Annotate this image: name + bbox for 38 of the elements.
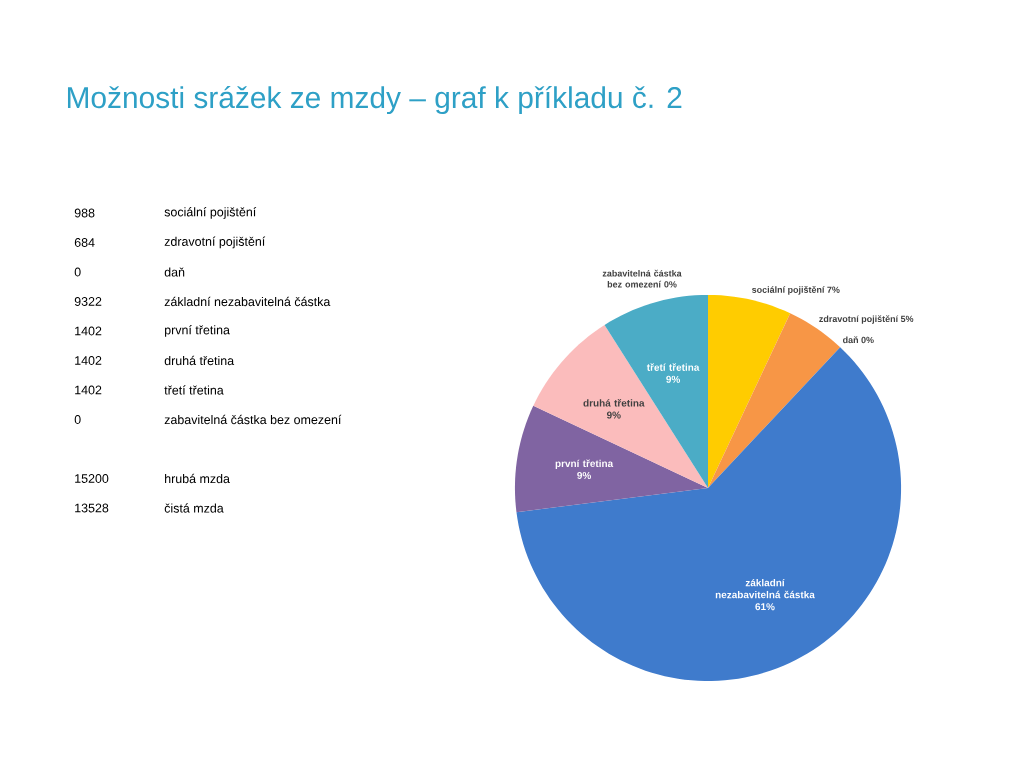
text: sociální pojištění (164, 207, 257, 219)
slice-label: základní nezabavitelná částka (715, 578, 815, 599)
text: 988 (74, 208, 95, 218)
text: zdravotní pojištění (164, 236, 266, 249)
category-label: bez omezení (607, 280, 662, 288)
data-label: 9% (577, 471, 591, 479)
text: 9322 (74, 297, 102, 306)
text: čistá mzda (164, 503, 224, 513)
data-label: 9% (666, 375, 680, 383)
slice-label: druhá třetina (583, 399, 645, 407)
data-label: 61% (755, 603, 775, 611)
slice-label: třetí třetina (646, 363, 700, 371)
text: hrubá mzda (165, 473, 230, 484)
chart-title: Možnosti srážek ze mzdy – graf k příkladu č. 2 (67, 85, 682, 115)
category-label: daň (843, 336, 859, 344)
text: zabavitelná částka bez omezení (164, 414, 342, 425)
text: třetí třetina (164, 385, 224, 395)
text: druhá třetina (164, 355, 235, 366)
slice-label: první třetina (555, 459, 614, 470)
text: 1402 (75, 356, 102, 365)
category-label: zabavitelná částka (602, 269, 682, 277)
text: 1402 (75, 326, 102, 336)
text: 0% (664, 281, 677, 288)
data-label: 9% (606, 411, 621, 419)
slice-label: zdravotní pojištění (819, 315, 899, 324)
text: první třetina (165, 325, 230, 337)
data-label: 5% (900, 315, 914, 323)
text: 1402 (75, 385, 102, 395)
text: základní nezabavitelná částka (164, 296, 331, 307)
text: daň (164, 267, 185, 277)
data-label: 7% (827, 286, 840, 293)
text: 0% (861, 336, 874, 344)
slice-label: sociální pojištění (752, 286, 825, 295)
text: 684 (74, 238, 95, 247)
text: 13528 (75, 503, 109, 513)
text: 15200 (75, 474, 109, 483)
text: 0 (74, 267, 81, 277)
text: 0 (74, 415, 81, 424)
